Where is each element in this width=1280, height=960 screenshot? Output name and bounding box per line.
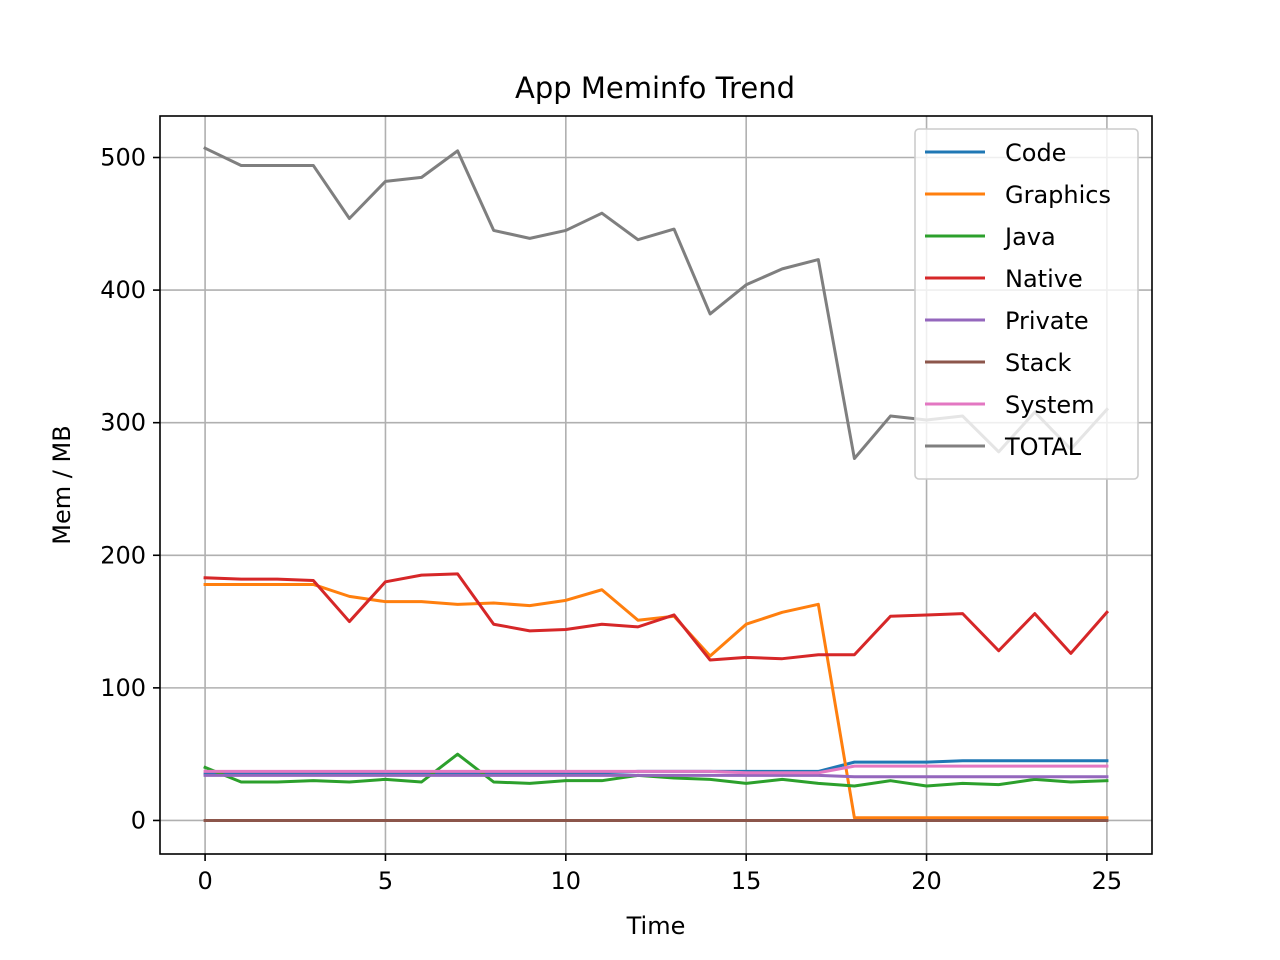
y-tick-label: 200 — [100, 541, 146, 569]
y-tick-label: 300 — [100, 409, 146, 437]
x-tick-label: 20 — [911, 867, 942, 895]
x-tick-label: 25 — [1092, 867, 1123, 895]
y-tick-label: 100 — [100, 674, 146, 702]
chart-title: App Meminfo Trend — [515, 71, 795, 105]
y-tick-label: 0 — [131, 806, 146, 834]
x-tick-label: 10 — [551, 867, 582, 895]
series-line-private — [203, 773, 1109, 779]
legend-label-system: System — [1005, 391, 1095, 419]
x-axis-ticks: 0 5 10 15 20 25 — [197, 854, 1122, 895]
y-axis-title: Mem / MB — [48, 425, 76, 544]
legend-box — [914, 128, 1139, 480]
y-tick-label: 400 — [100, 276, 146, 304]
plot-area-frame — [159, 115, 1153, 855]
legend-label-native: Native — [1005, 265, 1083, 293]
legend: Code Graphics Java Native Private Stack System… — [914, 128, 1139, 480]
x-axis-title: Time — [626, 912, 686, 940]
y-tick-label: 500 — [100, 144, 146, 172]
series-line-graphics — [203, 582, 1109, 820]
x-tick-label: 15 — [731, 867, 762, 895]
legend-label-code: Code — [1005, 139, 1066, 167]
legend-label-graphics: Graphics — [1005, 181, 1111, 209]
x-tick-label: 0 — [197, 867, 212, 895]
series-line-system — [203, 764, 1109, 775]
y-axis-ticks: 0 100 200 300 400 500 — [100, 144, 160, 834]
series-line-native — [203, 572, 1110, 662]
legend-label-private: Private — [1005, 307, 1089, 335]
legend-label-java: Java — [1003, 223, 1056, 251]
legend-label-total: TOTAL — [1004, 433, 1082, 461]
legend-label-stack: Stack — [1005, 349, 1072, 377]
x-tick-label: 5 — [378, 867, 393, 895]
